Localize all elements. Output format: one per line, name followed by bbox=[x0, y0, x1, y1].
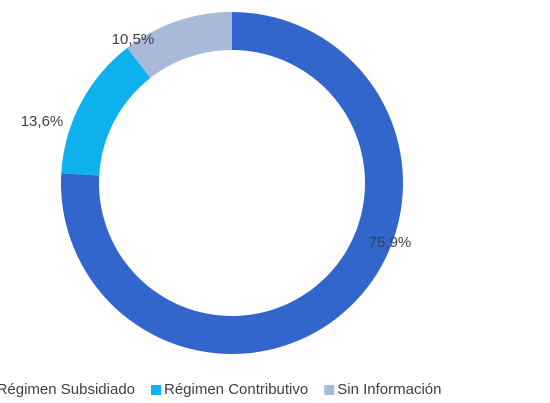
legend-label: Sin Información bbox=[337, 381, 441, 398]
donut-segment bbox=[61, 47, 151, 176]
data-label: 13,6% bbox=[21, 113, 64, 130]
legend-label: Régimen Subsidiado bbox=[0, 381, 135, 398]
data-label: 75,9% bbox=[369, 234, 412, 251]
legend-label: Régimen Contributivo bbox=[164, 381, 308, 398]
legend-swatch bbox=[151, 385, 161, 395]
data-label: 10,5% bbox=[112, 31, 155, 48]
legend-swatch bbox=[324, 385, 335, 395]
donut-segment bbox=[127, 12, 232, 78]
